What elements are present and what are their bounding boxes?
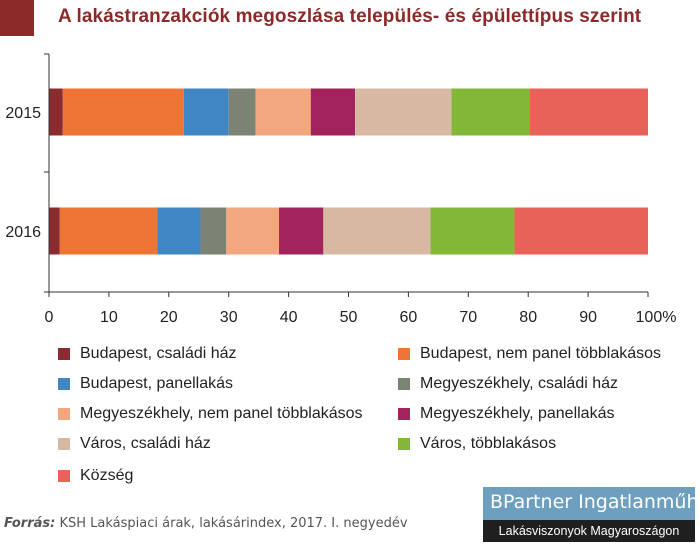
legend-label: Budapest, nem panel többlakásos bbox=[420, 345, 662, 362]
legend-label: Megyeszékhely, nem panel többlakásos bbox=[80, 405, 363, 422]
bar-segment bbox=[226, 207, 280, 255]
x-tick-label: 0 bbox=[45, 309, 54, 326]
bar-segment bbox=[200, 207, 227, 255]
source-prefix: Forrás: bbox=[4, 516, 56, 531]
bar-segment bbox=[49, 88, 63, 136]
bar-segment bbox=[323, 207, 431, 255]
bar-segment bbox=[310, 88, 356, 136]
bar-segment bbox=[355, 88, 452, 136]
x-tick-label: 30 bbox=[220, 309, 238, 326]
x-tick-label: 90 bbox=[579, 309, 597, 326]
x-tick-label: 100% bbox=[636, 309, 677, 326]
x-tick-label: 50 bbox=[340, 309, 358, 326]
legend-swatch bbox=[58, 348, 70, 360]
category-label: 2016 bbox=[5, 224, 41, 241]
legend-swatch bbox=[398, 438, 410, 450]
chart-title: A lakástranzakciók megoszlása település-… bbox=[58, 6, 642, 27]
legend-label: Város, családi ház bbox=[80, 435, 211, 452]
legend-swatch bbox=[398, 408, 410, 420]
legend-swatch bbox=[398, 348, 410, 360]
legend-label: Budapest, panellakás bbox=[80, 375, 233, 392]
source-note: Forrás: KSH Lakáspiaci árak, lakásárinde… bbox=[4, 516, 408, 531]
brand-name: BPartner Ingatlanműhely bbox=[490, 491, 700, 513]
x-tick-label: 20 bbox=[160, 309, 178, 326]
bar-segment bbox=[430, 207, 515, 255]
legend-label: Község bbox=[80, 467, 134, 484]
bar-segment bbox=[514, 207, 648, 255]
bar-segment bbox=[62, 88, 184, 136]
x-tick-label: 70 bbox=[459, 309, 477, 326]
legend-label: Megyeszékhely, panellakás bbox=[420, 405, 615, 422]
legend-swatch bbox=[58, 438, 70, 450]
legend-swatch bbox=[58, 470, 70, 482]
brand-tagline: Lakásviszonyok Magyaroszágon bbox=[483, 520, 695, 542]
x-tick-label: 10 bbox=[100, 309, 118, 326]
bar-segment bbox=[255, 88, 311, 136]
x-tick-label: 60 bbox=[400, 309, 418, 326]
source-text: KSH Lakáspiaci árak, lakásárindex, 2017.… bbox=[55, 516, 408, 531]
title-bar: A lakástranzakciók megoszlása település-… bbox=[0, 0, 700, 36]
plot-area: 2015 2016 0 10 20 30 40 50 60 70 80 90 100% bbox=[5, 53, 677, 326]
x-tick-label: 40 bbox=[280, 309, 298, 326]
x-tick-label: 80 bbox=[519, 309, 537, 326]
stacked-bar-chart: 2015 2016 0 10 20 30 40 50 60 70 80 90 100% bbox=[5, 53, 677, 326]
bar-segment bbox=[59, 207, 158, 255]
bar-segment bbox=[228, 88, 256, 136]
bar-segment bbox=[49, 207, 60, 255]
legend-label: Megyeszékhely, családi ház bbox=[420, 375, 619, 392]
legend-swatch bbox=[58, 378, 70, 390]
legend-swatch bbox=[398, 378, 410, 390]
bar-segment bbox=[157, 207, 201, 255]
bar-segment bbox=[279, 207, 324, 255]
legend-label: Város, többlakásos bbox=[420, 435, 557, 452]
legend-label: Budapest, családi ház bbox=[80, 345, 237, 362]
bar-segment bbox=[451, 88, 530, 136]
title-accent-square bbox=[0, 0, 34, 36]
category-label: 2015 bbox=[5, 105, 41, 122]
bar-segment bbox=[529, 88, 648, 136]
bar-segment bbox=[183, 88, 229, 136]
brand-logo: BPartner Ingatlanműhely Lakásviszonyok M… bbox=[483, 487, 700, 542]
legend-swatch bbox=[58, 408, 70, 420]
